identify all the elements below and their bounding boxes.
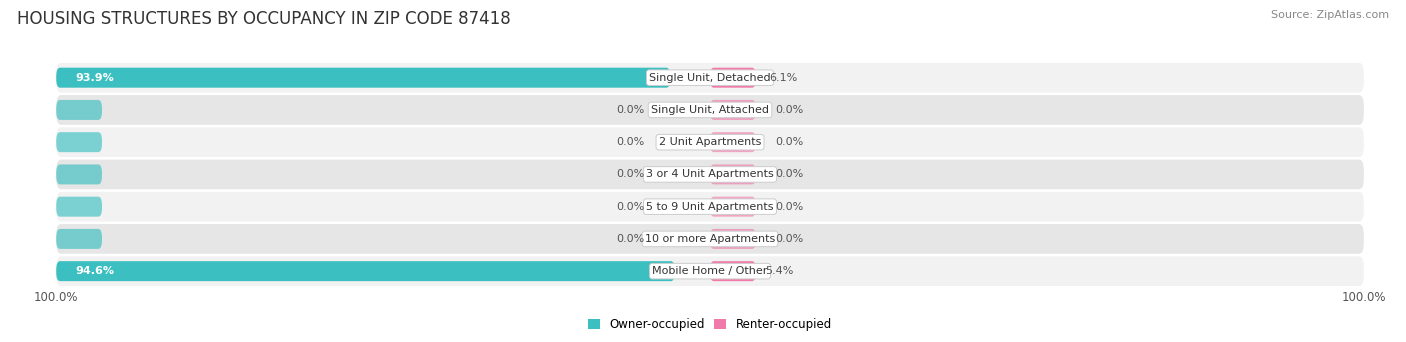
Text: 10 or more Apartments: 10 or more Apartments xyxy=(645,234,775,244)
FancyBboxPatch shape xyxy=(56,229,103,249)
Text: 3 or 4 Unit Apartments: 3 or 4 Unit Apartments xyxy=(647,169,773,180)
Text: 0.0%: 0.0% xyxy=(776,105,804,115)
Text: 2 Unit Apartments: 2 Unit Apartments xyxy=(659,137,761,147)
Text: 5.4%: 5.4% xyxy=(765,266,793,276)
FancyBboxPatch shape xyxy=(56,165,103,184)
FancyBboxPatch shape xyxy=(56,100,103,120)
Text: 0.0%: 0.0% xyxy=(616,137,644,147)
Legend: Owner-occupied, Renter-occupied: Owner-occupied, Renter-occupied xyxy=(588,318,832,331)
Text: 5 to 9 Unit Apartments: 5 to 9 Unit Apartments xyxy=(647,202,773,212)
Text: 0.0%: 0.0% xyxy=(616,202,644,212)
Text: Single Unit, Attached: Single Unit, Attached xyxy=(651,105,769,115)
Text: 6.1%: 6.1% xyxy=(769,73,797,83)
FancyBboxPatch shape xyxy=(56,95,1364,125)
Text: 0.0%: 0.0% xyxy=(616,169,644,180)
FancyBboxPatch shape xyxy=(56,127,1364,157)
FancyBboxPatch shape xyxy=(56,68,671,88)
FancyBboxPatch shape xyxy=(56,63,1364,93)
Text: 0.0%: 0.0% xyxy=(776,234,804,244)
FancyBboxPatch shape xyxy=(710,100,756,120)
FancyBboxPatch shape xyxy=(710,165,756,184)
Text: 0.0%: 0.0% xyxy=(776,169,804,180)
FancyBboxPatch shape xyxy=(710,68,756,88)
FancyBboxPatch shape xyxy=(710,229,756,249)
Text: Single Unit, Detached: Single Unit, Detached xyxy=(650,73,770,83)
Text: 0.0%: 0.0% xyxy=(776,202,804,212)
Text: 94.6%: 94.6% xyxy=(76,266,115,276)
Text: 0.0%: 0.0% xyxy=(776,137,804,147)
Text: 93.9%: 93.9% xyxy=(76,73,115,83)
FancyBboxPatch shape xyxy=(56,224,1364,254)
Text: 0.0%: 0.0% xyxy=(616,105,644,115)
FancyBboxPatch shape xyxy=(56,261,675,281)
Text: Source: ZipAtlas.com: Source: ZipAtlas.com xyxy=(1271,10,1389,20)
FancyBboxPatch shape xyxy=(56,160,1364,189)
FancyBboxPatch shape xyxy=(710,132,756,152)
FancyBboxPatch shape xyxy=(710,261,756,281)
FancyBboxPatch shape xyxy=(56,197,103,217)
FancyBboxPatch shape xyxy=(710,197,756,217)
Text: HOUSING STRUCTURES BY OCCUPANCY IN ZIP CODE 87418: HOUSING STRUCTURES BY OCCUPANCY IN ZIP C… xyxy=(17,10,510,28)
Text: Mobile Home / Other: Mobile Home / Other xyxy=(652,266,768,276)
FancyBboxPatch shape xyxy=(56,192,1364,222)
Text: 0.0%: 0.0% xyxy=(616,234,644,244)
FancyBboxPatch shape xyxy=(56,256,1364,286)
FancyBboxPatch shape xyxy=(56,132,103,152)
